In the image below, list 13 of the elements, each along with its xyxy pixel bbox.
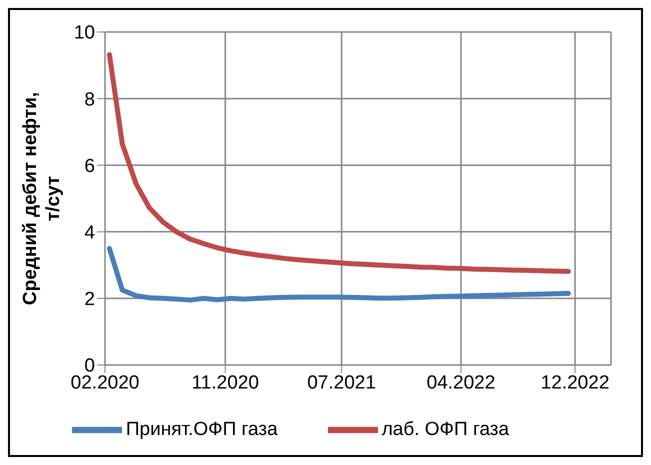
y-tick-label: 10 (74, 22, 95, 44)
x-tick-label: 11.2020 (192, 372, 259, 394)
x-tick-label: 12.2022 (540, 372, 610, 394)
y-axis-title: Средний дебит нефти, т/сут (20, 92, 64, 306)
x-tick-label: 07.2021 (307, 372, 376, 394)
legend-label: лаб. ОФП газа (382, 419, 510, 440)
y-tick-label: 2 (84, 289, 95, 310)
x-tick-label: 04.2022 (426, 372, 496, 394)
y-tick-label: 4 (84, 222, 96, 244)
y-tick-label: 8 (84, 89, 95, 110)
legend-label: Принят.ОФП газа (126, 419, 278, 440)
x-tick-label: 02.2020 (70, 372, 140, 394)
y-tick-label: 6 (84, 156, 95, 177)
